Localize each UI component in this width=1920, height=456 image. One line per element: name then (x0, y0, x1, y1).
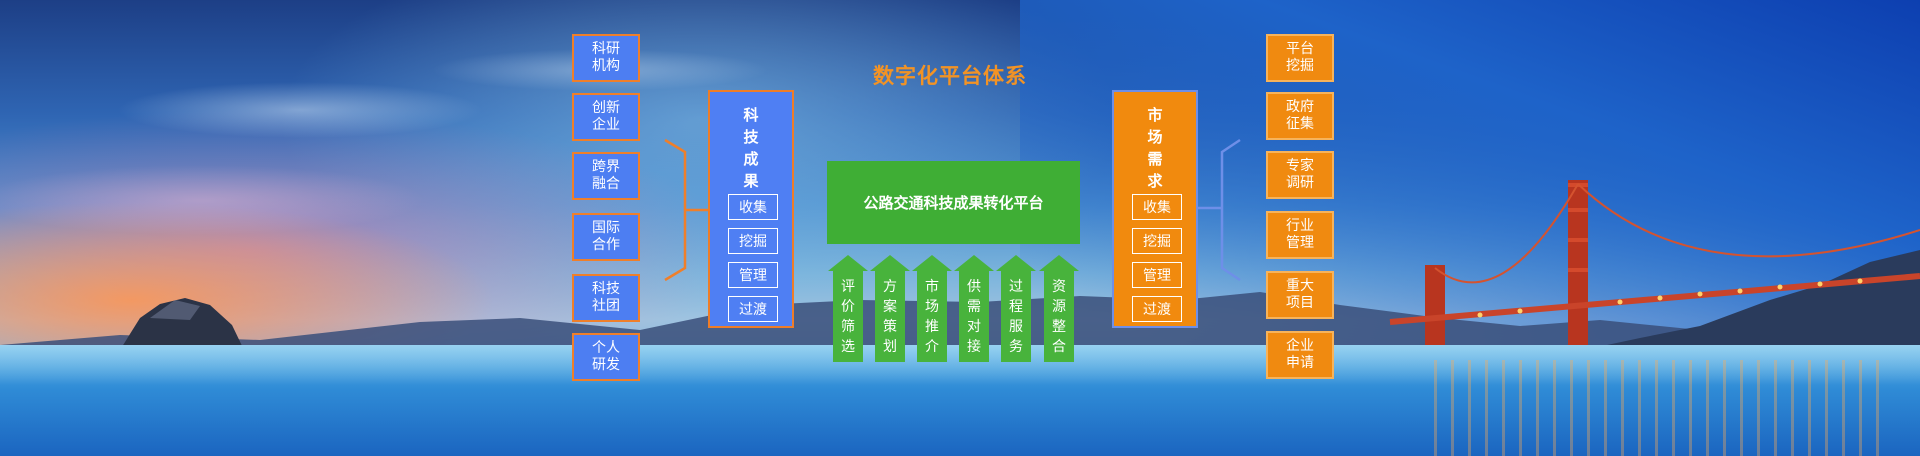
service-label: 评 价 筛 选 (841, 279, 855, 355)
right-source-box: 专家 调研 (1266, 151, 1334, 199)
service-label: 资 源 整 合 (1052, 279, 1066, 355)
right-source-box: 平台 挖掘 (1266, 34, 1334, 82)
service-arrow: 资 源 整 合 (1039, 255, 1079, 362)
market-item: 收集 (1132, 194, 1182, 220)
left-source-box: 科研 机构 (572, 34, 640, 82)
right-bracket (1220, 138, 1241, 282)
service-arrow: 方 案 策 划 (870, 255, 910, 362)
service-arrow: 过 程 服 务 (996, 255, 1036, 362)
right-source-box: 政府 征集 (1266, 92, 1334, 140)
market-demand-column: 市 场 需 求 收集 挖掘 管理 过渡 (1112, 90, 1198, 328)
service-label: 供 需 对 接 (967, 279, 981, 355)
service-arrow: 评 价 筛 选 (828, 255, 868, 362)
tech-item: 挖掘 (728, 228, 778, 254)
service-label: 市 场 推 介 (925, 279, 939, 355)
service-label: 方 案 策 划 (883, 279, 897, 355)
bridge-lights (1477, 278, 1863, 318)
service-arrow: 供 需 对 接 (954, 255, 994, 362)
market-item: 管理 (1132, 262, 1182, 288)
left-source-box: 科技 社团 (572, 274, 640, 322)
tech-item: 过渡 (728, 296, 778, 322)
left-source-box: 个人 研发 (572, 333, 640, 381)
diagram-title: 数字化平台体系 (873, 64, 1027, 88)
right-source-box: 重大 项目 (1266, 271, 1334, 319)
tech-achievement-column: 科 技 成 果 收集 挖掘 管理 过渡 (708, 90, 794, 328)
left-source-box: 创新 企业 (572, 93, 640, 141)
tech-item: 收集 (728, 194, 778, 220)
headland-right (1560, 250, 1920, 360)
left-source-box: 跨界 融合 (572, 152, 640, 200)
right-source-box: 行业 管理 (1266, 211, 1334, 259)
market-item: 过渡 (1132, 296, 1182, 322)
service-arrow: 市 场 推 介 (912, 255, 952, 362)
right-source-box: 企业 申请 (1266, 331, 1334, 379)
platform-box: 公路交通科技成果转化平台 (827, 161, 1080, 244)
tech-column-title: 科 技 成 果 (743, 106, 759, 190)
tech-item: 管理 (728, 262, 778, 288)
market-column-title: 市 场 需 求 (1147, 106, 1163, 190)
market-item: 挖掘 (1132, 228, 1182, 254)
left-bracket (664, 138, 687, 282)
service-label: 过 程 服 务 (1009, 279, 1023, 355)
bridge-reflection (1420, 360, 1880, 456)
left-source-box: 国际 合作 (572, 213, 640, 261)
